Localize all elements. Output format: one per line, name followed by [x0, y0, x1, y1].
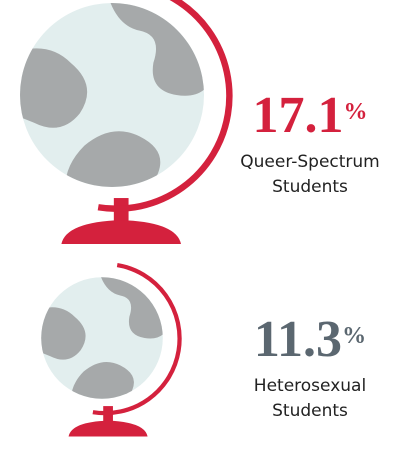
- globe-land: [20, 3, 204, 187]
- stat-label: Queer-Spectrum Students: [240, 152, 380, 197]
- stat-label: Heterosexual Students: [253, 376, 367, 421]
- globe-base: [61, 220, 182, 245]
- continent: [71, 361, 134, 399]
- globe-arc: [92, 262, 182, 416]
- value-unit: %: [343, 99, 368, 125]
- globe-arc: [97, 0, 233, 212]
- globe: [20, 0, 233, 245]
- value-number: 11.3: [253, 311, 343, 368]
- value-number: 17.1: [252, 87, 344, 144]
- continent: [65, 131, 161, 187]
- continent: [20, 48, 88, 128]
- continent: [41, 307, 86, 360]
- globe-base: [68, 420, 148, 437]
- stat-value: 11.3%: [210, 312, 402, 368]
- stat-value: 17.1%: [210, 88, 402, 144]
- globe: [41, 262, 182, 437]
- value-unit: %: [342, 323, 367, 349]
